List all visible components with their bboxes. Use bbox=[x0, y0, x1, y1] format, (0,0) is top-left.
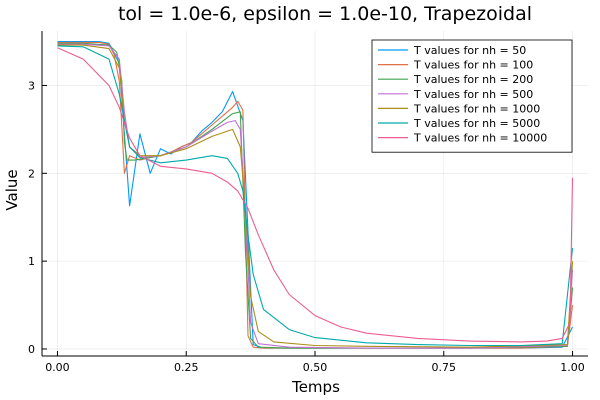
series-line-3 bbox=[57, 43, 574, 349]
y-tick-label: 1 bbox=[28, 255, 35, 268]
legend-label-3: T values for nh = 500 bbox=[413, 88, 533, 101]
series-line-4 bbox=[57, 44, 574, 348]
series-layer bbox=[57, 40, 574, 349]
chart-title: tol = 1.0e-6, epsilon = 1.0e-10, Trapezo… bbox=[118, 3, 532, 25]
y-axis-title: Value bbox=[3, 169, 21, 210]
legend-label-5: T values for nh = 5000 bbox=[413, 117, 540, 130]
legend-label-4: T values for nh = 1000 bbox=[413, 102, 540, 115]
y-tick-label: 0 bbox=[28, 343, 35, 356]
x-tick-label: 0.75 bbox=[432, 361, 457, 374]
legend-label-6: T values for nh = 10000 bbox=[413, 132, 547, 145]
y-tick-label: 3 bbox=[28, 79, 35, 92]
series-line-6 bbox=[57, 47, 574, 343]
legend: T values for nh = 50 T values for nh = 10… bbox=[371, 39, 573, 153]
axis-layer: 0.00 0.25 0.50 0.75 1.00 0 1 2 3 bbox=[28, 31, 588, 374]
x-tick-label: 0.50 bbox=[303, 361, 328, 374]
x-tick-label: 1.00 bbox=[560, 361, 585, 374]
x-tick-label: 0.25 bbox=[174, 361, 199, 374]
x-tick-label: 0.00 bbox=[45, 361, 70, 374]
legend-box bbox=[371, 39, 573, 153]
legend-label-1: T values for nh = 100 bbox=[413, 59, 533, 72]
y-tick-label: 2 bbox=[28, 167, 35, 180]
legend-label-2: T values for nh = 200 bbox=[413, 73, 533, 86]
legend-label-0: T values for nh = 50 bbox=[413, 44, 526, 57]
x-axis-title: Temps bbox=[291, 378, 340, 396]
